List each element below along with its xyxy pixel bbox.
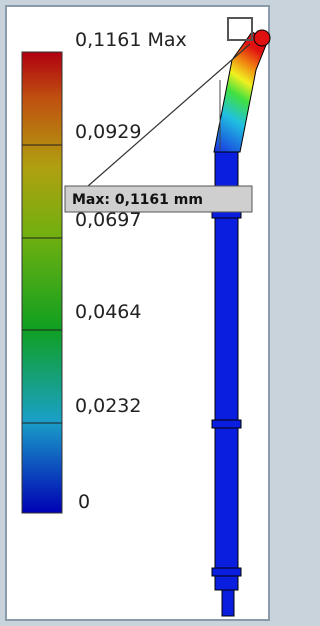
shaft-ring	[212, 568, 241, 576]
shaft-ring	[212, 420, 241, 428]
legend-label: 0	[78, 491, 90, 513]
legend-label: 0,1161 Max	[75, 29, 187, 51]
legend-label: 0,0232	[75, 395, 141, 417]
max-marker	[254, 30, 270, 46]
color-bar	[22, 52, 62, 513]
legend-label: 0,0929	[75, 121, 141, 143]
shaft-end	[222, 590, 234, 616]
callout-text: Max: 0,1161 mm	[72, 192, 203, 208]
screenshot: 0,1161 Max 0,0929 0,0697 0,0464 0,0232 0…	[0, 0, 275, 626]
legend-label: 0,0464	[75, 301, 141, 323]
